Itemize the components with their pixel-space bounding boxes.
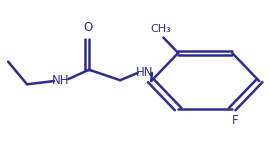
Text: HN: HN <box>136 66 153 79</box>
Text: F: F <box>232 114 238 127</box>
Text: NH: NH <box>52 74 69 87</box>
Text: CH₃: CH₃ <box>150 24 171 34</box>
Text: O: O <box>83 21 92 34</box>
